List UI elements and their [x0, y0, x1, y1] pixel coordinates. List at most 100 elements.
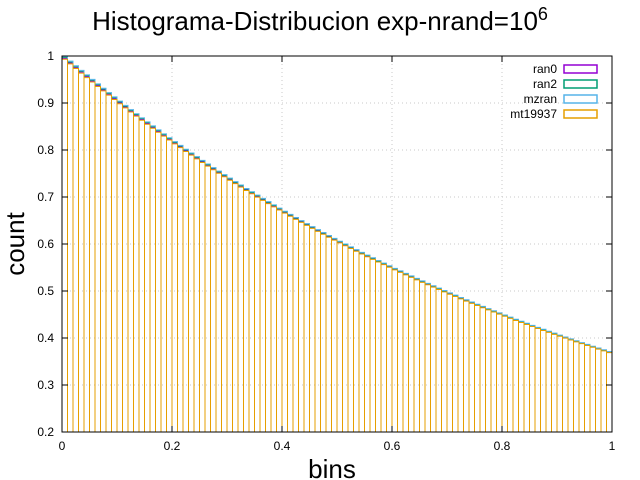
histogram-bar	[94, 85, 101, 432]
histogram-bar	[584, 344, 591, 432]
histogram-bar	[188, 153, 195, 432]
histogram-bar	[424, 282, 431, 432]
histogram-bar	[468, 302, 475, 432]
histogram-bar	[254, 194, 261, 432]
histogram-bar	[490, 311, 497, 432]
histogram-bar	[507, 317, 514, 432]
histogram-bar	[534, 327, 541, 432]
histogram-bar	[325, 236, 332, 432]
histogram-bar	[402, 273, 409, 432]
histogram-bar	[386, 266, 393, 432]
histogram-bar	[380, 263, 387, 432]
histogram-bar	[149, 126, 156, 432]
histogram-bar	[391, 268, 398, 432]
histogram-bar	[177, 145, 184, 432]
histogram-bar	[512, 318, 519, 432]
histogram-bar	[144, 122, 151, 432]
histogram-bar	[331, 239, 338, 432]
histogram-bar	[325, 235, 332, 432]
histogram-bar	[287, 215, 294, 432]
histogram-bar	[606, 351, 613, 432]
histogram-bar	[210, 167, 217, 432]
histogram-bar	[265, 201, 272, 432]
histogram-bar	[567, 339, 574, 432]
histogram-bar	[441, 290, 448, 432]
histogram-bar	[457, 297, 464, 432]
histogram-bar	[485, 308, 492, 432]
histogram-bar	[336, 241, 343, 432]
histogram-bar	[424, 283, 431, 432]
histogram-bar	[595, 348, 602, 432]
x-axis-title: bins	[308, 454, 356, 480]
histogram-bar	[353, 249, 360, 432]
histogram-bar	[556, 335, 563, 432]
histogram-bar	[67, 60, 74, 432]
histogram-bar	[342, 244, 349, 432]
histogram-bar	[105, 93, 112, 432]
histogram-bar	[166, 138, 173, 432]
histogram-bar	[369, 257, 376, 432]
histogram-bar	[375, 260, 382, 432]
histogram-bar	[430, 286, 437, 432]
histogram-bar	[226, 177, 233, 432]
histogram-bar	[474, 303, 481, 432]
histogram-bar	[237, 185, 244, 432]
histogram-bar	[215, 172, 222, 432]
histogram-bar	[430, 285, 437, 432]
histogram-bar	[67, 62, 74, 432]
histogram-bar	[259, 198, 266, 432]
histogram-bar	[61, 56, 68, 432]
histogram-bar	[287, 214, 294, 432]
histogram-bar	[265, 203, 272, 432]
legend-label: mt19937	[510, 107, 557, 121]
histogram-bar	[331, 237, 338, 432]
histogram-bar	[501, 314, 508, 432]
histogram-bar	[364, 256, 371, 432]
histogram-bar	[595, 348, 602, 432]
histogram-bar	[188, 153, 195, 432]
histogram-bar	[177, 147, 184, 432]
histogram-bar	[215, 170, 222, 432]
histogram-bar	[369, 258, 376, 432]
histogram-bar	[116, 101, 123, 432]
histogram-bar	[386, 265, 393, 432]
histogram-bar	[589, 346, 596, 432]
histogram-bar	[342, 243, 349, 432]
histogram-bar	[540, 329, 547, 432]
histogram-bar	[441, 289, 448, 432]
histogram-bar	[182, 150, 189, 432]
histogram-bar	[127, 110, 134, 432]
histogram-bar	[518, 321, 525, 432]
histogram-bar	[600, 349, 607, 432]
histogram-bar	[144, 123, 151, 432]
histogram-bar	[342, 244, 349, 432]
histogram-bar	[270, 206, 277, 432]
histogram-bar	[446, 292, 453, 432]
histogram-bar	[122, 107, 129, 432]
histogram-bar	[166, 139, 173, 432]
histogram-bar	[419, 281, 426, 432]
histogram-bar	[221, 174, 228, 432]
histogram-bar	[490, 310, 497, 432]
histogram-bar	[435, 287, 442, 432]
histogram-bar	[402, 272, 409, 432]
histogram-bar	[347, 248, 354, 432]
histogram-bar	[89, 81, 96, 432]
histogram-bar	[353, 249, 360, 432]
legend-swatch	[563, 64, 598, 74]
histogram-bar	[479, 306, 486, 432]
histogram-bar	[116, 102, 123, 432]
y-tick-label: 0.2	[37, 425, 54, 439]
histogram-bar	[606, 351, 613, 432]
histogram-bar	[188, 152, 195, 432]
histogram-bar	[463, 299, 470, 432]
histogram-bar	[358, 252, 365, 432]
histogram-bar	[149, 126, 156, 432]
histogram-bar	[210, 169, 217, 432]
histogram-bar	[199, 160, 206, 432]
histogram-bar	[270, 204, 277, 432]
histogram-bar	[138, 118, 145, 432]
histogram-bar	[83, 77, 90, 432]
histogram-bar	[320, 232, 327, 432]
histogram-bar	[479, 305, 486, 432]
